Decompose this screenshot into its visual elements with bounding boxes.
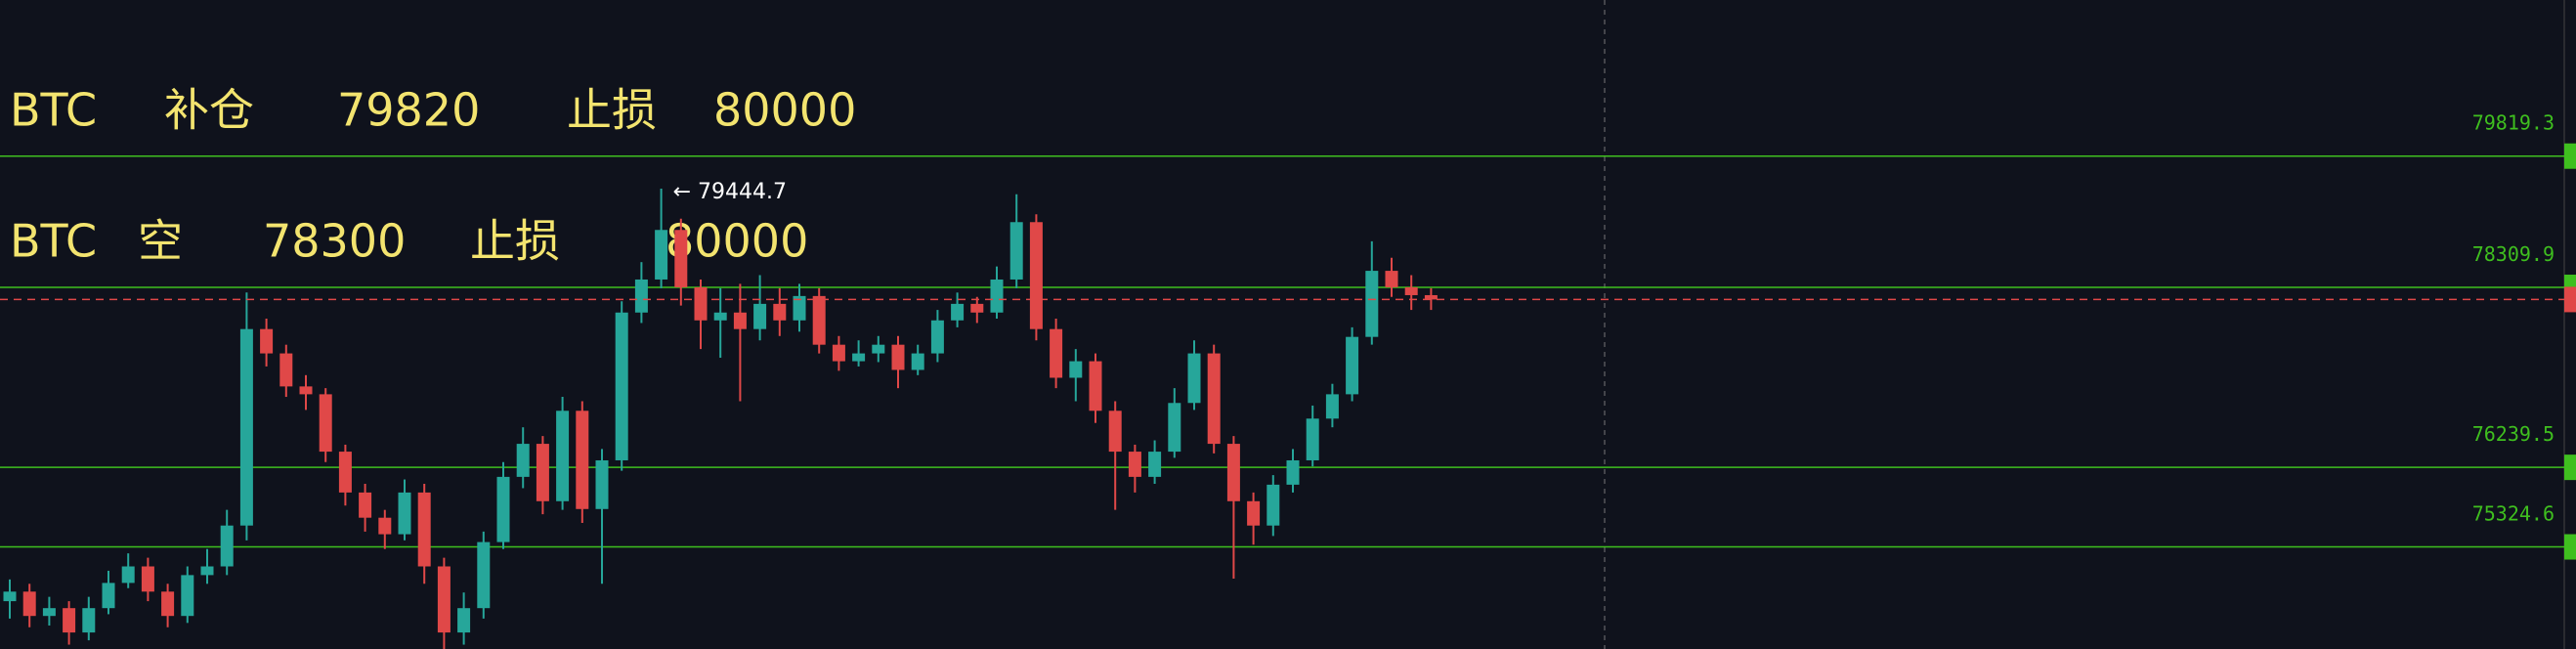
candle-body [1226, 444, 1240, 501]
candle-body [733, 312, 747, 329]
candle-body [3, 591, 17, 602]
candle-body [200, 566, 214, 576]
note-stop: 80000 [665, 215, 808, 268]
candle-body [930, 320, 944, 354]
candle-body [181, 575, 194, 617]
note-2: BTC 空 78300 止损 80000 [10, 215, 808, 268]
candle-body [1306, 418, 1319, 460]
candle-body [22, 591, 36, 617]
candle-body [82, 608, 96, 633]
candle-body [674, 230, 688, 287]
candle-body [398, 492, 411, 535]
candle-body [516, 444, 530, 477]
candle-body [102, 583, 115, 609]
level-label: 79819.3 [2472, 111, 2555, 135]
note-action: 空 [138, 215, 183, 268]
candle-body [1108, 411, 1122, 453]
note-price: 79820 [337, 84, 480, 137]
candle-body [595, 459, 609, 509]
candle-body [812, 295, 826, 345]
candle-body [970, 303, 984, 313]
note-symbol: BTC [10, 215, 97, 268]
candle-body [319, 394, 332, 453]
note-price: 78300 [263, 215, 406, 268]
candle-body [121, 566, 135, 584]
candle-body [1207, 353, 1221, 445]
candle-body [1168, 403, 1181, 453]
candle-body [1148, 452, 1162, 477]
candle-body [1050, 328, 1063, 378]
candle-body [1009, 222, 1023, 280]
level-marker [2564, 143, 2576, 169]
candle-body [437, 566, 451, 633]
level-marker [2564, 534, 2576, 560]
candle-body [1267, 484, 1280, 526]
candle-body [911, 353, 924, 370]
candle-body [1424, 294, 1438, 300]
note-stop-label: 止损 [567, 84, 657, 137]
candle-body [496, 476, 510, 542]
note-symbol: BTC [10, 84, 97, 137]
note-1: BTC 补仓 79820 止损 80000 [10, 84, 856, 137]
candle-body [42, 608, 56, 617]
candle-body [1187, 353, 1201, 404]
level-label: 75324.6 [2472, 502, 2555, 526]
candle-body [990, 279, 1004, 313]
level-label: 76239.5 [2472, 422, 2555, 446]
candle-body [299, 386, 313, 395]
candle-body [1286, 459, 1300, 485]
candle-body [655, 230, 668, 280]
candle-body [279, 353, 293, 387]
high-annotation: ← 79444.7 [673, 180, 787, 204]
candle-body [556, 411, 570, 501]
candle-body [872, 344, 885, 354]
candle-body [536, 444, 549, 501]
price-marker [2564, 286, 2576, 313]
candle-body [615, 312, 628, 460]
candle-body [793, 295, 806, 321]
candle-body [634, 279, 648, 313]
note-stop: 80000 [713, 84, 856, 137]
candle-body [161, 591, 175, 617]
candle-body [1365, 271, 1379, 337]
candle-body [713, 312, 727, 321]
level-marker [2564, 454, 2576, 481]
candle-body [338, 452, 352, 493]
candle-body [1385, 271, 1398, 287]
candle-body [1029, 222, 1043, 329]
candle-body [576, 411, 589, 509]
candle-body [1247, 500, 1261, 526]
candle-body [141, 566, 154, 592]
candle-body [753, 303, 767, 329]
level-label: 78309.9 [2472, 242, 2555, 266]
candle-body [694, 286, 708, 321]
candle-body [239, 328, 253, 526]
candle-body [951, 303, 965, 321]
candle-body [852, 353, 866, 362]
candle-body [477, 541, 491, 609]
candle-body [832, 344, 845, 362]
candle-body [891, 344, 905, 370]
candle-body [1404, 286, 1418, 295]
candle-body [260, 328, 274, 354]
candle-body [773, 303, 787, 321]
candle-body [63, 608, 76, 633]
candle-body [1089, 361, 1102, 411]
note-action: 补仓 [164, 84, 254, 137]
note-stop-label: 止损 [470, 215, 560, 268]
candle-body [359, 492, 372, 518]
candle-body [378, 517, 392, 535]
candle-body [1346, 336, 1359, 395]
candle-body [1069, 361, 1083, 378]
candle-body [220, 525, 234, 567]
candle-body [417, 492, 431, 567]
candle-body [1325, 394, 1339, 419]
candle-body [457, 608, 471, 633]
candle-body [1128, 452, 1141, 477]
